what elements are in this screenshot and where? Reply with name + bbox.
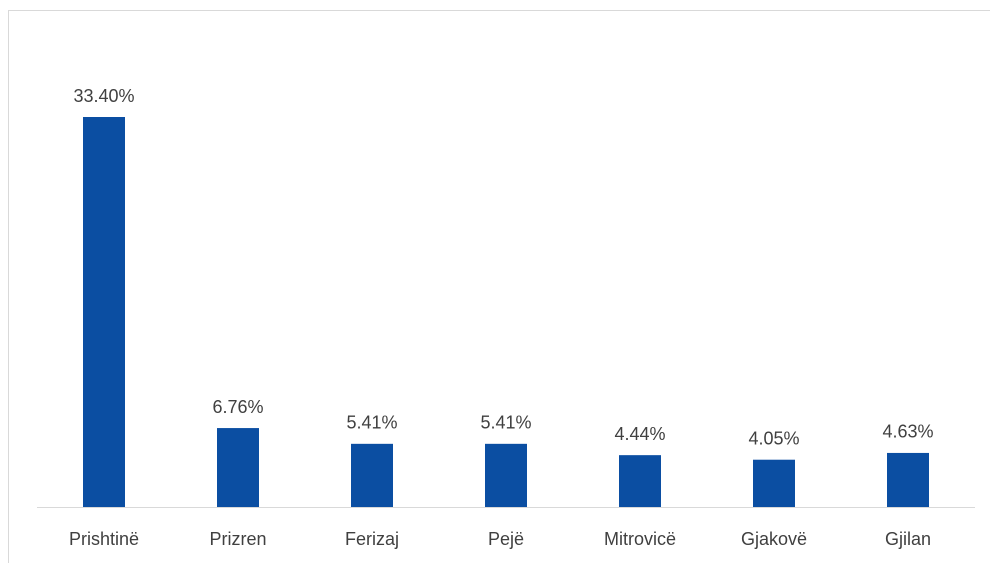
x-tick-label: Prishtinë [69, 529, 139, 549]
data-label: 6.76% [212, 397, 263, 417]
x-tick-label: Prizren [209, 529, 266, 549]
x-tick-label: Pejë [488, 529, 524, 549]
chart-frame [8, 10, 990, 563]
data-label: 4.44% [614, 424, 665, 444]
data-label: 4.63% [882, 422, 933, 442]
data-label: 33.40% [73, 86, 134, 106]
data-label: 5.41% [346, 413, 397, 433]
bar [753, 459, 795, 507]
bar [217, 428, 259, 507]
x-tick-label: Mitrovicë [604, 529, 676, 549]
x-tick-label: Gjilan [885, 529, 931, 549]
x-tick-label: Gjakovë [741, 529, 807, 549]
data-label: 5.41% [480, 413, 531, 433]
x-tick-label: Ferizaj [345, 529, 399, 549]
bar [485, 443, 527, 507]
data-label: 4.05% [748, 428, 799, 448]
bar [83, 117, 125, 507]
bar [619, 455, 661, 507]
bar [351, 443, 393, 507]
bar [887, 452, 929, 507]
